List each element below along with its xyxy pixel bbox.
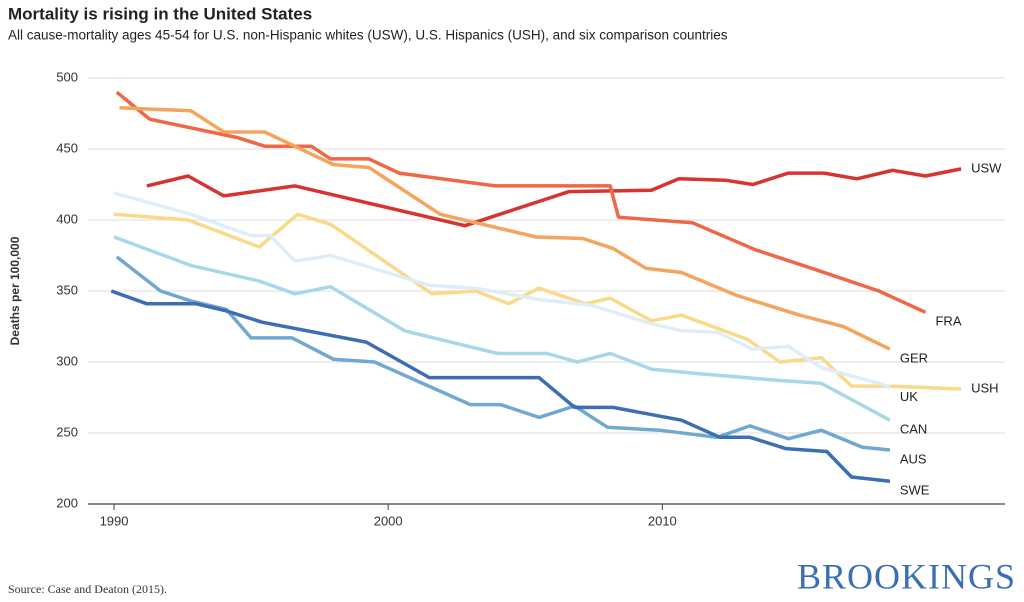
y-tick-label: 300: [56, 353, 78, 368]
y-tick-label: 500: [56, 69, 78, 84]
series-label: AUS: [900, 451, 927, 466]
series-line: [113, 212, 962, 391]
series-line: [119, 106, 891, 351]
series-line: [113, 235, 891, 422]
series-label: USH: [971, 380, 998, 395]
series-line: [115, 255, 891, 452]
chart-subtitle: All cause-mortality ages 45-54 for U.S. …: [8, 28, 728, 43]
series-line: [146, 167, 962, 228]
series-label: UK: [900, 389, 918, 404]
chart-title: Mortality is rising in the United States: [8, 4, 312, 23]
series-label: SWE: [900, 483, 930, 498]
y-tick-label: 250: [56, 424, 78, 439]
source: Source: Case and Deaton (2015).: [8, 582, 167, 596]
y-tick-label: 350: [56, 282, 78, 297]
x-tick-label: 2000: [374, 513, 403, 528]
y-tick-label: 400: [56, 211, 78, 226]
x-tick-label: 2010: [648, 513, 677, 528]
series-line: [113, 191, 891, 390]
series-line: [110, 289, 891, 484]
y-tick-label: 450: [56, 140, 78, 155]
series-label: CAN: [900, 422, 927, 437]
series-label: GER: [900, 351, 928, 366]
series-label: USW: [971, 160, 1002, 175]
series-label: FRA: [935, 314, 961, 329]
y-axis-title: Deaths per 100,000: [8, 236, 22, 345]
y-tick-label: 200: [56, 495, 78, 510]
x-tick-label: 1990: [100, 513, 129, 528]
series-line: [115, 90, 927, 314]
logo: BROOKINGS: [797, 556, 1016, 596]
